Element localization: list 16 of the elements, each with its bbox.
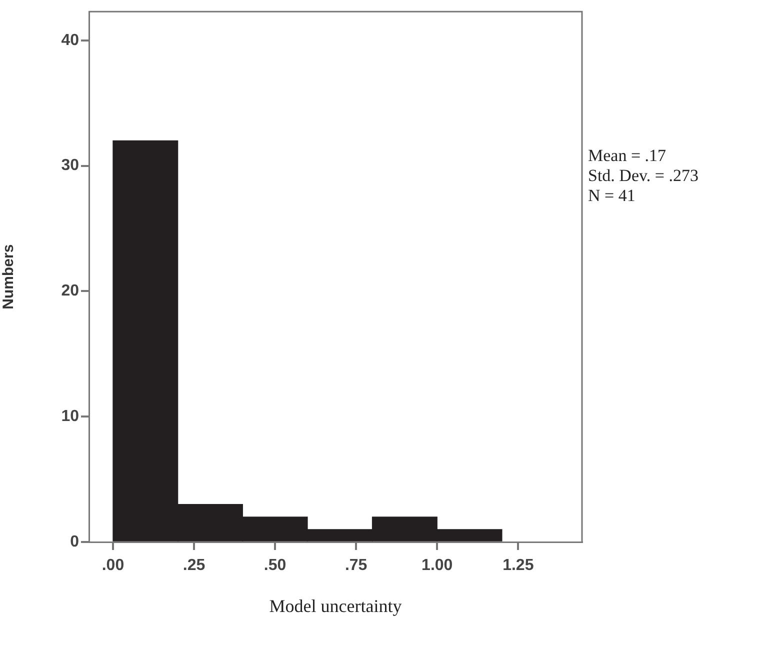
y-tick-label: 20 bbox=[61, 282, 80, 300]
x-tick-label: .50 bbox=[264, 557, 286, 574]
x-tick-label: .00 bbox=[102, 557, 124, 574]
x-tick-label: 1.25 bbox=[502, 557, 534, 574]
text: Mean = .17 bbox=[588, 146, 668, 166]
text: N = 41 bbox=[588, 186, 636, 206]
y-tick-label: 30 bbox=[61, 157, 80, 174]
y-axis-title: Numbers bbox=[0, 244, 18, 310]
y-tick-label: 40 bbox=[61, 32, 80, 49]
text: Std. Dev. = .273 bbox=[588, 166, 698, 186]
y-tick-label: 0 bbox=[70, 533, 80, 550]
x-tick-label: 1.00 bbox=[422, 557, 453, 574]
x-tick-label: .25 bbox=[182, 557, 206, 574]
x-axis-title: Model uncertainty bbox=[269, 596, 402, 616]
x-tick-label: .75 bbox=[344, 557, 368, 574]
y-tick-label: 10 bbox=[61, 408, 80, 426]
